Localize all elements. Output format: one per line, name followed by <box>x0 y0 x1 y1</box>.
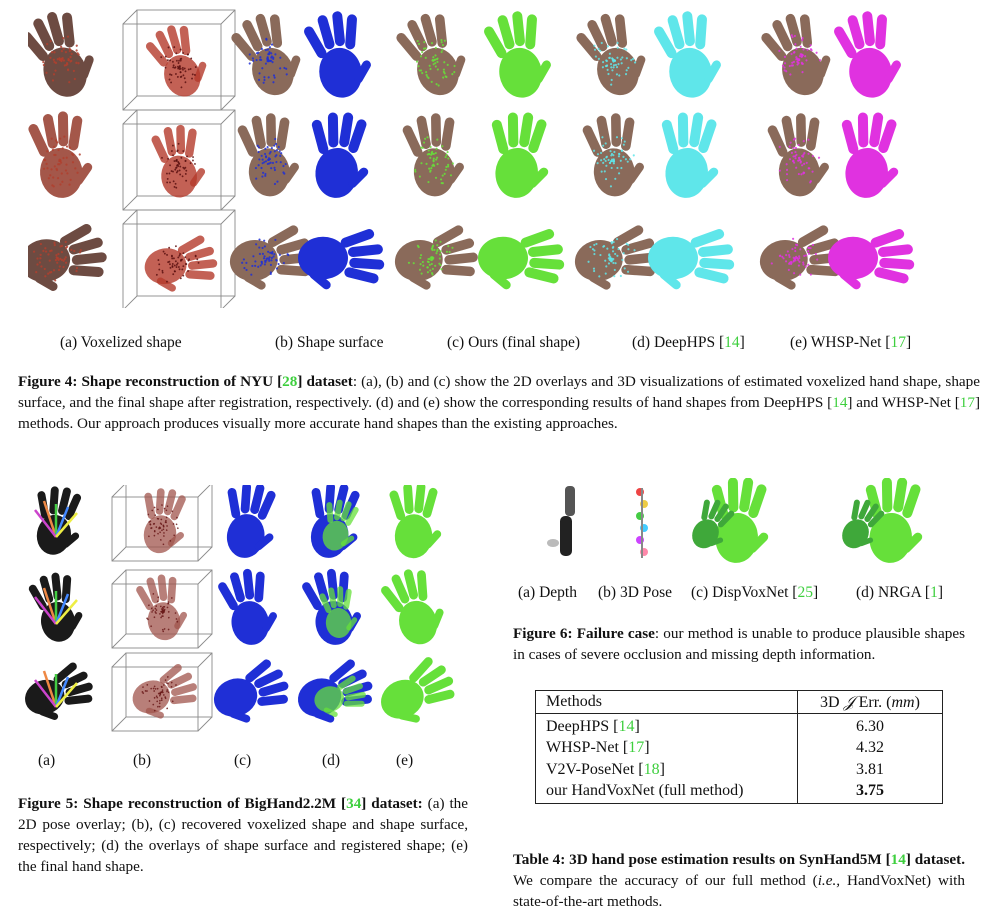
deephps-hand <box>654 109 725 201</box>
pose-overlay-hand <box>27 485 89 559</box>
depth-map <box>560 516 572 556</box>
table4-header-error: 3D 𝒥 Err. (mm) <box>797 691 942 714</box>
final-hand <box>386 485 444 559</box>
figure6-caption: Figure 6: Failure case: our method is un… <box>513 623 965 665</box>
table4: Methods 3D 𝒥 Err. (mm) DeepHPS [14] 6.30… <box>535 690 943 804</box>
fig6-label-d: (d) NRGA [1] <box>856 584 943 602</box>
table-row: our HandVoxNet (full method) 3.75 <box>536 781 943 804</box>
fig4-label-c: (c) Ours (final shape) <box>447 334 580 352</box>
surface-hand <box>206 654 297 733</box>
fig5-label-e: (e) <box>396 752 413 770</box>
table4-caption: Table 4: 3D hand pose estimation results… <box>513 849 965 912</box>
fig5-label-c: (c) <box>234 752 251 770</box>
figure4-grid <box>28 8 978 308</box>
table4-header-methods: Methods <box>536 691 798 714</box>
table4-error: 3.81 <box>797 759 942 781</box>
fig4-label-b: (b) Shape surface <box>275 334 383 352</box>
figure6-failure-images <box>520 478 960 578</box>
table4-error: 4.32 <box>797 737 942 759</box>
figure4-caption: Figure 4: Shape reconstruction of NYU [2… <box>18 371 980 434</box>
table-row: DeepHPS [14] 6.30 <box>536 714 943 738</box>
surface-hand <box>216 485 284 563</box>
depth-map <box>565 486 575 516</box>
table4-method: V2V-PoseNet [18] <box>536 759 798 781</box>
deephps-overlay-hand <box>580 111 648 199</box>
voxel-hand <box>141 18 216 105</box>
depth-map <box>547 539 559 547</box>
whsp-hand <box>834 109 905 201</box>
table4-header-row: Methods 3D 𝒥 Err. (mm) <box>536 691 943 714</box>
whsp-hand <box>828 228 915 291</box>
surface-hand <box>215 565 283 650</box>
fig5-label-a: (a) <box>38 752 55 770</box>
voxel-hand <box>149 123 208 200</box>
voxel-hand <box>133 571 192 644</box>
surface-overlay-hand <box>235 111 303 199</box>
voxel-overlay-hand <box>28 220 112 298</box>
whsp-overlay-hand <box>765 111 833 199</box>
surface-hand <box>304 109 375 201</box>
fig4-label-e: (e) WHSP-Net [17] <box>790 334 911 352</box>
whsp-hand <box>830 8 908 103</box>
table4-error: 3.75 <box>797 781 942 804</box>
dispvoxnet-hand <box>704 478 775 566</box>
table4-error: 6.30 <box>797 714 942 738</box>
voxel-overlay-hand <box>28 8 105 106</box>
final-hand <box>376 562 453 652</box>
surface-hand <box>298 228 385 291</box>
deephps-overlay-hand <box>570 8 656 104</box>
fig4-label-d: (d) DeepHPS [14] <box>632 334 745 352</box>
voxel-overlay-hand <box>28 109 96 201</box>
figure5-hand-images <box>22 485 462 735</box>
table-row: V2V-PoseNet [18] 3.81 <box>536 759 943 781</box>
fig5-label-d: (d) <box>322 752 340 770</box>
whsp-overlay-hand <box>755 8 841 104</box>
surface-hand <box>300 8 378 103</box>
voxel-hand <box>134 485 193 557</box>
ours-overlay-hand <box>400 111 468 199</box>
ours-overlay-hand <box>390 222 482 296</box>
fig5-label-b: (b) <box>133 752 151 770</box>
fig6-label-a: (a) Depth <box>518 584 577 602</box>
figure5-grid <box>22 485 462 735</box>
figure5-caption: Figure 5: Shape reconstruction of BigHan… <box>18 793 468 877</box>
deephps-hand <box>650 8 728 103</box>
voxel-hand <box>140 232 221 297</box>
ours-hand <box>478 228 565 291</box>
fig6-label-c: (c) DispVoxNet [25] <box>691 584 818 602</box>
table4-method: our HandVoxNet (full method) <box>536 781 798 804</box>
ours-overlay-hand <box>390 8 476 104</box>
deephps-hand <box>648 228 735 291</box>
table4-method: WHSP-Net [17] <box>536 737 798 759</box>
final-hand <box>370 650 462 735</box>
table4-method: DeepHPS [14] <box>536 714 798 738</box>
fig6-label-b: (b) 3D Pose <box>598 584 672 602</box>
figure4-hand-images <box>28 8 978 308</box>
table-row: WHSP-Net [17] 4.32 <box>536 737 943 759</box>
fig4-label-a: (a) Voxelized shape <box>60 334 182 352</box>
nrga-hand <box>858 478 929 566</box>
ours-hand <box>480 8 558 103</box>
figure6-grid <box>520 478 960 578</box>
ours-hand <box>484 109 555 201</box>
surface-overlay-hand <box>225 8 311 104</box>
